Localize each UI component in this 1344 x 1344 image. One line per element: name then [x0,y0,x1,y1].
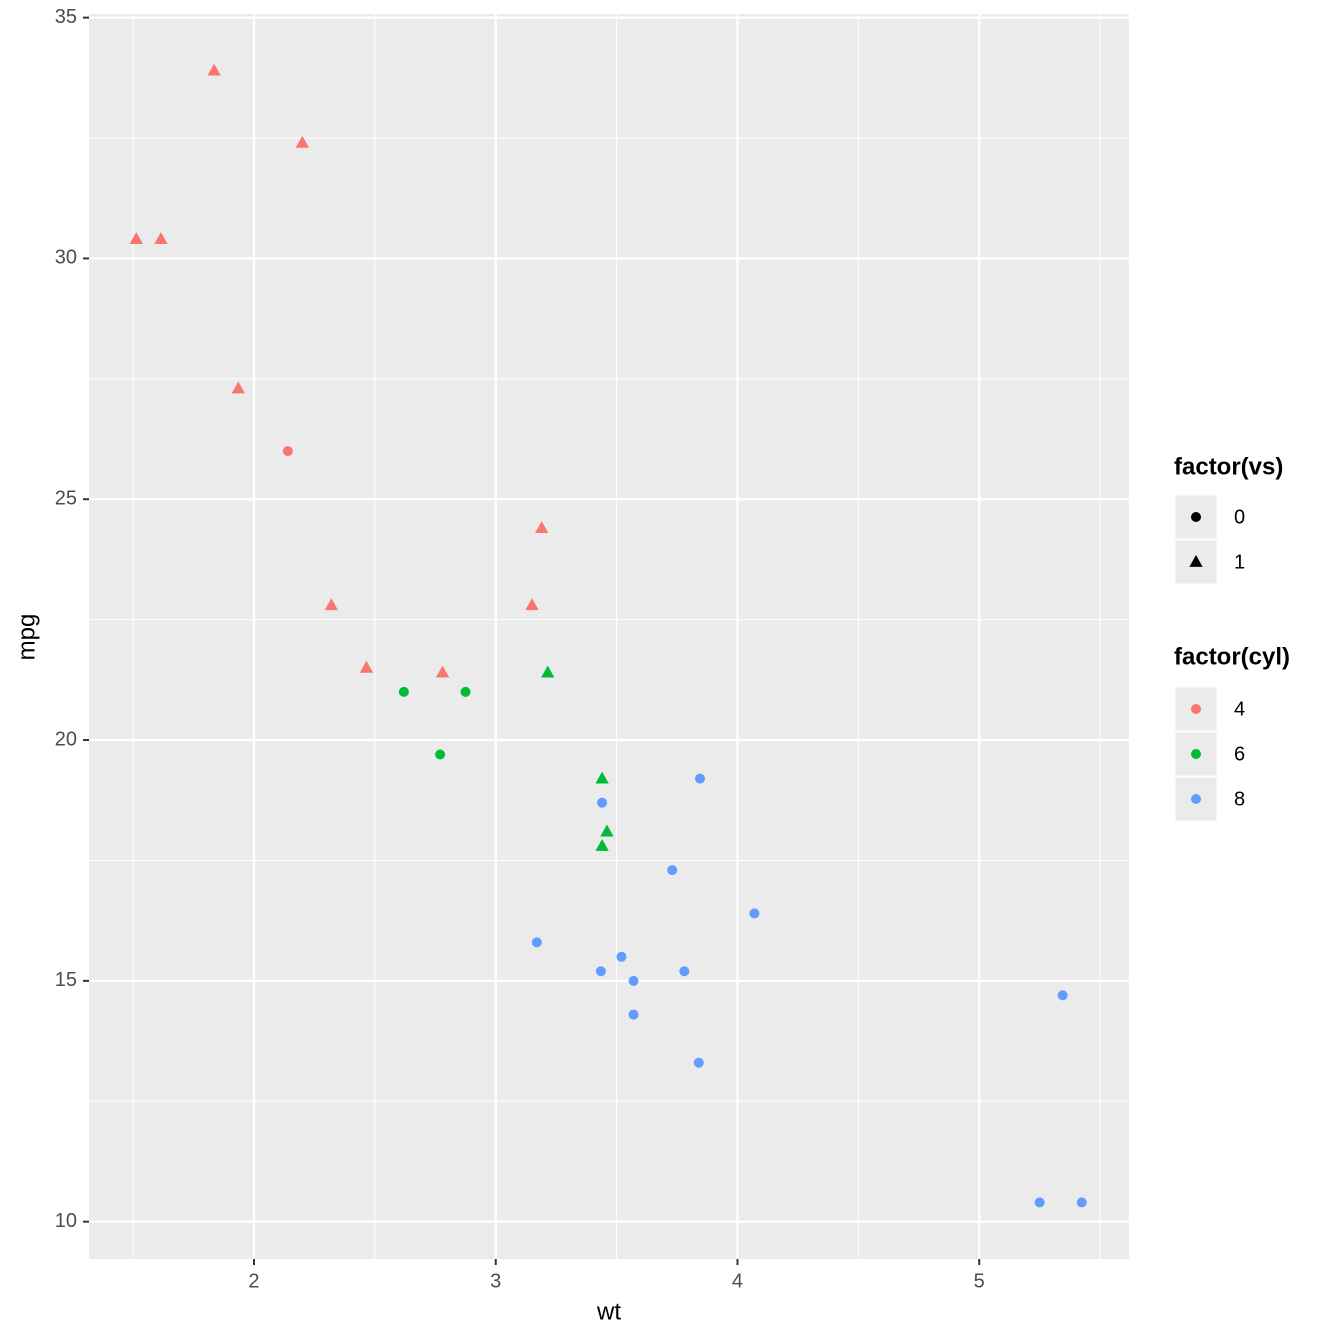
y-tick-label: 20 [55,728,77,750]
point [693,1057,704,1068]
y-tick-label: 30 [55,247,77,269]
point [531,937,542,948]
point [597,797,608,808]
x-axis-title: wt [596,1298,621,1325]
legend-label: 1 [1234,551,1245,573]
point [154,232,168,245]
point [435,749,446,760]
point [359,660,374,673]
point [600,824,614,837]
point [295,135,309,148]
point [535,521,549,534]
point [1076,1197,1087,1208]
point [282,446,293,457]
point [129,232,143,245]
legend-key [1174,686,1218,732]
point [231,381,245,394]
point [1034,1197,1045,1208]
point [667,865,678,876]
point [679,966,690,977]
point [525,598,539,611]
point [541,665,555,678]
point [207,63,221,76]
y-tick-label: 25 [55,488,77,510]
legend-symbol [1189,555,1203,567]
point [435,665,450,678]
point [695,773,706,784]
point [460,686,471,697]
legend-label: 0 [1234,506,1245,528]
legend-symbol [1191,794,1201,804]
point [595,771,609,784]
x-tick-label: 2 [248,1270,259,1292]
x-tick-label: 4 [732,1270,743,1292]
legend-title: factor(vs) [1174,453,1283,480]
point [628,975,639,986]
legend-label: 4 [1234,698,1245,720]
legend-title: factor(cyl) [1174,643,1290,670]
y-tick-label: 35 [55,6,77,28]
point [1057,990,1068,1001]
legend-label: 8 [1234,788,1245,810]
x-tick-label: 5 [974,1270,985,1292]
legend-symbol [1191,512,1201,522]
legend-symbol [1191,749,1201,759]
legend-label: 6 [1234,743,1245,765]
legend-symbol [1191,704,1201,714]
point [595,839,609,851]
point [398,686,409,697]
panel [89,14,1129,1259]
y-axis-title: mpg [13,614,40,661]
point [324,598,339,611]
y-tick-label: 15 [55,969,77,991]
point [628,1009,639,1020]
point [749,908,760,919]
x-tick-label: 3 [490,1270,501,1292]
point [595,966,606,977]
y-tick-label: 10 [55,1210,77,1232]
point [616,951,627,962]
